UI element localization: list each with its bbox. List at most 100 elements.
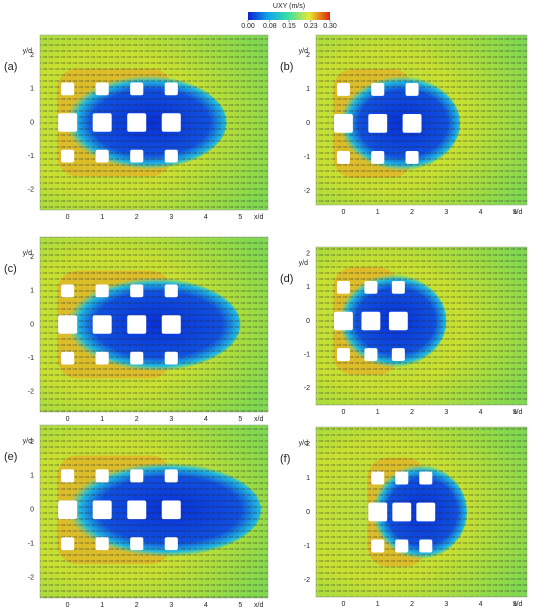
- cylinder: [334, 114, 353, 133]
- cylinder: [95, 82, 109, 96]
- y-tick-label: 0: [306, 120, 310, 127]
- x-tick-label: 0: [341, 409, 345, 416]
- cylinder: [130, 82, 144, 96]
- y-tick-label: -2: [304, 188, 310, 195]
- cylinder: [58, 315, 78, 334]
- y-tick-label: 2: [30, 52, 34, 59]
- x-axis-label: x/d: [513, 409, 522, 416]
- cylinder: [361, 311, 381, 331]
- x-tick-label: 2: [135, 416, 139, 423]
- x-tick-label: 4: [479, 409, 483, 416]
- y-tick-label: 1: [306, 475, 310, 482]
- y-tick-label: -1: [28, 541, 34, 548]
- y-tick-label: 0: [30, 507, 34, 514]
- y-tick-label: -2: [28, 187, 34, 194]
- y-axis-label: y/d: [23, 48, 32, 55]
- velocity-vectors: [40, 237, 268, 412]
- x-tick-label: 4: [479, 209, 483, 216]
- x-tick-label: 3: [169, 416, 173, 423]
- cylinder: [391, 348, 405, 361]
- x-tick-label: 0: [66, 602, 70, 609]
- cylinder: [371, 150, 385, 164]
- y-tick-label: 1: [30, 288, 34, 295]
- panel-label: (d): [280, 273, 293, 285]
- cylinder: [392, 502, 412, 522]
- cylinder: [164, 351, 178, 365]
- y-tick-label: 2: [306, 251, 310, 258]
- x-tick-label: 0: [341, 601, 345, 608]
- x-axis-label: x/d: [513, 601, 522, 608]
- cylinder: [127, 315, 147, 334]
- x-tick-label: 4: [204, 602, 208, 609]
- y-axis-label: y/d: [299, 260, 308, 267]
- cylinder: [61, 351, 75, 365]
- plot-frame: [39, 424, 269, 599]
- x-tick-label: 1: [376, 409, 380, 416]
- plot-frame: [315, 34, 528, 206]
- y-tick-label: 1: [30, 86, 34, 93]
- y-tick-label: 2: [30, 254, 34, 261]
- cylinder: [395, 471, 409, 485]
- x-tick-label: 2: [410, 209, 414, 216]
- y-tick-label: 1: [30, 473, 34, 480]
- cylinder: [130, 284, 144, 298]
- cylinder: [95, 537, 109, 551]
- y-tick-label: -1: [304, 154, 310, 161]
- panel: 0 1 2 3 4 5 -2 -1 0 1 2 x/d y/d (b): [280, 34, 528, 216]
- cylinder: [92, 315, 112, 334]
- x-tick-label: 3: [169, 214, 173, 221]
- cylinder: [61, 284, 75, 298]
- y-axis-label: y/d: [23, 250, 32, 257]
- cylinder: [371, 82, 385, 96]
- x-tick-label: 0: [66, 416, 70, 423]
- colorbar: [248, 12, 330, 20]
- x-tick-label: 2: [135, 602, 139, 609]
- x-tick-label: 1: [376, 209, 380, 216]
- y-tick-label: 2: [306, 52, 310, 59]
- y-axis-label: y/d: [23, 438, 32, 445]
- x-tick-label: 3: [169, 602, 173, 609]
- y-tick-label: 0: [30, 321, 34, 328]
- cylinder: [127, 500, 147, 520]
- y-axis-label: y/d: [299, 440, 308, 447]
- colorbar-tick-label: 0.00: [241, 23, 255, 30]
- x-tick-label: 1: [100, 214, 104, 221]
- cylinder: [92, 500, 112, 520]
- cylinder: [419, 539, 433, 553]
- cylinder: [161, 315, 181, 334]
- cylinder: [130, 469, 144, 483]
- plot-frame: [39, 34, 269, 211]
- x-tick-label: 0: [66, 214, 70, 221]
- cylinder: [161, 113, 181, 132]
- cylinder: [336, 82, 350, 96]
- x-tick-label: 5: [238, 416, 242, 423]
- x-tick-label: 4: [204, 416, 208, 423]
- y-tick-label: -1: [28, 355, 34, 362]
- x-tick-label: 5: [513, 409, 517, 416]
- x-tick-label: 1: [100, 416, 104, 423]
- cylinder: [364, 348, 378, 361]
- x-tick-label: 4: [204, 214, 208, 221]
- cylinder: [388, 311, 408, 331]
- cylinder: [127, 113, 147, 132]
- panel: 0 1 2 3 4 5 -2 -1 0 1 2 x/d y/d (a): [4, 34, 269, 221]
- cylinder: [95, 351, 109, 365]
- colorbar-tick-label: 0.08: [263, 23, 277, 30]
- panel-label: (a): [4, 61, 17, 73]
- x-tick-label: 2: [410, 409, 414, 416]
- panel-label: (f): [280, 453, 290, 465]
- y-tick-label: -1: [304, 351, 310, 358]
- cylinder: [368, 114, 388, 133]
- y-tick-label: -2: [28, 574, 34, 581]
- y-tick-label: -1: [28, 153, 34, 160]
- cylinder: [395, 539, 409, 553]
- cylinder: [391, 280, 405, 294]
- y-tick-label: 2: [30, 439, 34, 446]
- y-tick-label: 0: [30, 119, 34, 126]
- cylinder: [130, 537, 144, 551]
- y-tick-label: 1: [306, 86, 310, 93]
- cylinder: [92, 113, 112, 132]
- cylinder: [368, 502, 388, 522]
- panel-label: (b): [280, 61, 293, 73]
